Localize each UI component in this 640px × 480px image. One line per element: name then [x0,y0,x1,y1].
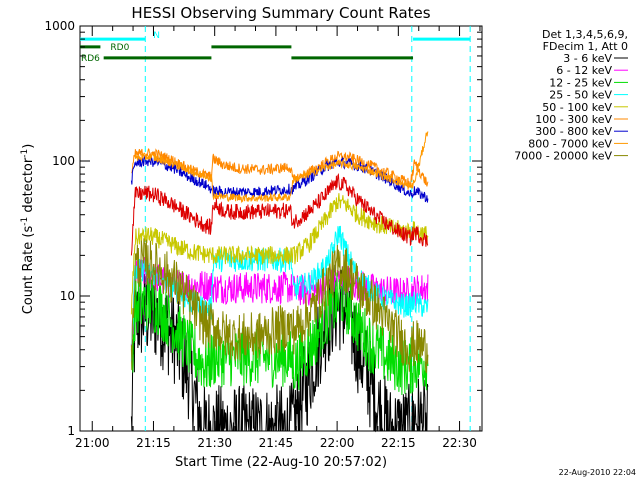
series-line-8 [130,238,429,374]
y-tick-label: 100 [52,154,75,168]
x-tick-label: 22:00 [320,436,355,450]
y-tick-label: 1000 [44,19,75,33]
legend-item-label: 6 - 12 keV [556,64,612,77]
x-tick-label: 22:30 [442,436,477,450]
mode-label-rd6: RD6 [81,54,100,64]
legend: Det 1,3,4,5,6,9,FDecim 1, Att 03 - 6 keV… [514,28,628,163]
legend-header-line: FDecim 1, Att 0 [543,40,628,53]
legend-header-line: Det 1,3,4,5,6,9, [542,28,628,41]
y-axis-label: Count Rate (s-1 detector-1) [20,144,36,315]
legend-item-label: 50 - 100 keV [542,101,612,114]
y-tick-label: 10 [60,289,75,303]
series-line-4 [130,193,429,315]
x-axis-label: Start Time (22-Aug-10 20:57:02) [175,455,387,470]
y-axis-label-part: Count Rate (s [21,226,36,315]
legend-item-label: 800 - 7000 keV [528,137,612,150]
series-line-9 [130,173,429,256]
series-line-7 [134,131,429,204]
y-axis-label-part: detector [21,157,36,217]
series-line-3 [130,225,429,362]
legend-item-label: 12 - 25 keV [549,76,612,89]
x-tick-label: 22:15 [381,436,416,450]
y-axis-label-sup: -1 [20,217,30,226]
legend-item-label: 300 - 800 keV [535,125,612,138]
chart-title: HESSI Observing Summary Count Rates [131,4,430,22]
axis-layer: 1 10 100 1000 21:00 21:15 21:30 21:45 22:00 22:15… [44,19,482,450]
legend-item-label: 7000 - 20000 keV [514,150,612,163]
y-axis-label-part: ) [21,144,36,149]
legend-item-label: 100 - 300 keV [535,113,612,126]
mode-label-n: N [153,31,160,41]
mode-label-rd0: RD0 [110,43,129,53]
x-tick-label: 21:30 [197,436,232,450]
x-tick-label: 21:00 [75,436,110,450]
legend-item-label: 3 - 6 keV [563,52,612,65]
legend-item-label: 25 - 50 keV [549,89,612,102]
plot-layer: N RD0 RD6 [80,26,471,433]
series-line-2 [130,272,429,396]
plot-frame [79,25,483,432]
x-tick-label: 21:45 [259,436,294,450]
y-tick-label: 1 [67,424,75,438]
x-tick-label: 21:15 [136,436,171,450]
footer-timestamp: 22-Aug-2010 22:04 [559,468,636,477]
y-axis-label-sup: -1 [20,149,30,158]
